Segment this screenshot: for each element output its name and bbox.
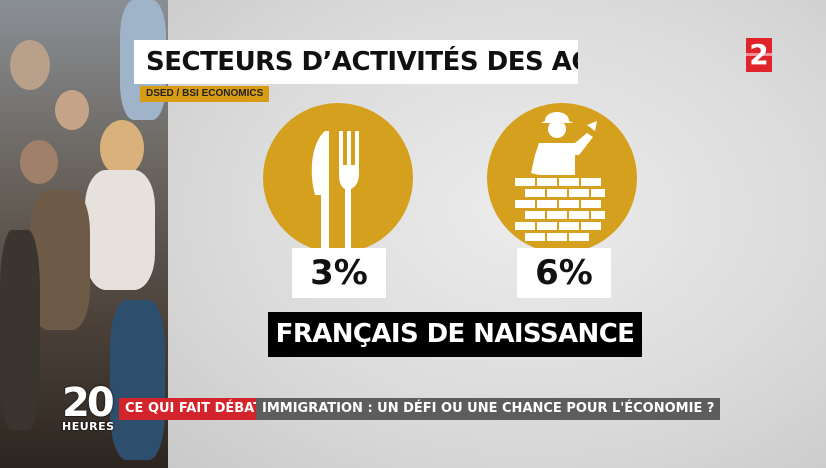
- show-logo-number: 20: [62, 380, 115, 426]
- construction-percentage: 6%: [517, 248, 611, 298]
- fork-knife-icon: [311, 131, 359, 253]
- construction-sector-circle: [487, 103, 637, 253]
- restaurant-sector-circle: [263, 103, 413, 253]
- show-logo-word: HEURES: [62, 420, 115, 433]
- segment-headline: IMMIGRATION : UN DÉFI OU UNE CHANCE POUR…: [256, 398, 721, 420]
- bricklayer-icon: [515, 112, 605, 241]
- infographic-title: SECTEURS D’ACTIVITÉS DES ACTIFS: [134, 40, 578, 84]
- segment-tag: CE QUI FAIT DÉBAT: [119, 398, 269, 420]
- france2-logo: 2: [746, 38, 772, 72]
- source-badge: DSED / BSI ECONOMICS: [140, 86, 270, 102]
- restaurant-percentage: 3%: [292, 248, 386, 298]
- group-label: FRANÇAIS DE NAISSANCE: [268, 312, 642, 357]
- logo-stripe: [746, 53, 772, 56]
